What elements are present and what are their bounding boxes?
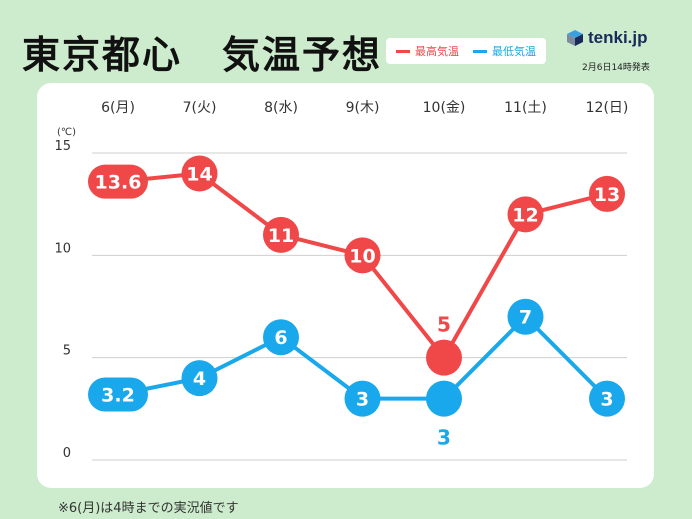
max-temp-marker xyxy=(426,339,462,376)
y-tick-label: 15 xyxy=(54,139,71,154)
page-title: 東京都心 気温予想 xyxy=(22,33,383,77)
min-temp-label: 3 xyxy=(437,426,451,450)
max-temp-marker xyxy=(263,216,299,253)
legend-label-min: 最低気温 xyxy=(492,45,536,58)
max-temp-marker xyxy=(344,237,381,274)
y-tick-label: 0 xyxy=(63,446,71,461)
min-temp-marker xyxy=(263,319,299,356)
min-temp-label: 3 xyxy=(600,389,613,411)
legend-swatch-min xyxy=(473,49,487,53)
logo-text: tenki.jp xyxy=(588,28,648,47)
max-temp-marker xyxy=(88,164,148,199)
footnote: ※6(月)は4時までの実況値です xyxy=(58,501,239,516)
legend-swatch-max xyxy=(396,49,410,53)
min-temp-marker xyxy=(426,380,462,417)
legend-item-max: 最高気温 xyxy=(396,43,459,59)
x-tick-label: 9(木) xyxy=(346,100,380,116)
tenki-logo: tenki.jp xyxy=(566,28,648,48)
min-temp-marker xyxy=(88,377,148,412)
max-temp-marker xyxy=(181,155,218,192)
legend-item-min: 最低気温 xyxy=(473,43,536,59)
max-temp-marker xyxy=(589,175,625,212)
max-temp-marker xyxy=(507,196,544,233)
max-temp-label: 13.6 xyxy=(95,172,142,194)
min-temp-label: 4 xyxy=(193,368,206,390)
y-tick-label: 5 xyxy=(63,344,71,359)
max-temp-label: 5 xyxy=(437,313,451,337)
min-temp-marker xyxy=(507,298,544,335)
y-axis-unit: (℃) xyxy=(57,127,76,138)
x-tick-label: 7(火) xyxy=(183,100,217,116)
chart-panel: 0 5 10 15 (℃) 6(月) 7(火) 8(水) 9(木) 10(金) 11(土) 12(日)… xyxy=(37,83,654,488)
x-tick-label: 12(日) xyxy=(586,100,629,116)
max-temp-label: 11 xyxy=(268,225,294,247)
max-temp-label: 13 xyxy=(594,184,620,206)
min-temp-label: 6 xyxy=(274,327,287,349)
max-temp-label: 14 xyxy=(186,163,212,185)
logo-mark-icon xyxy=(566,29,584,47)
min-temp-label: 7 xyxy=(519,307,532,329)
x-tick-label: 6(月) xyxy=(101,100,135,116)
min-temp-marker xyxy=(344,380,381,417)
x-tick-label: 10(金) xyxy=(423,100,466,116)
min-temp-marker xyxy=(181,360,218,397)
min-temp-label: 3.2 xyxy=(101,385,135,407)
legend-label-max: 最高気温 xyxy=(415,45,459,58)
issued-time: 2月6日14時発表 xyxy=(582,63,650,73)
x-tick-label: 11(土) xyxy=(504,100,547,116)
min-temp-label: 3 xyxy=(356,389,369,411)
min-temp-marker xyxy=(589,380,625,417)
legend: 最高気温 最低気温 xyxy=(386,38,546,64)
temperature-chart: 0 5 10 15(℃) 6(月) 7(火) 8(水) 9(木) 10(金) 11(土) 12(日)… xyxy=(54,100,629,461)
x-tick-label: 8(水) xyxy=(264,100,298,116)
max-temp-label: 10 xyxy=(349,245,375,267)
max-temp-label: 12 xyxy=(512,204,538,226)
y-tick-label: 10 xyxy=(54,241,71,256)
